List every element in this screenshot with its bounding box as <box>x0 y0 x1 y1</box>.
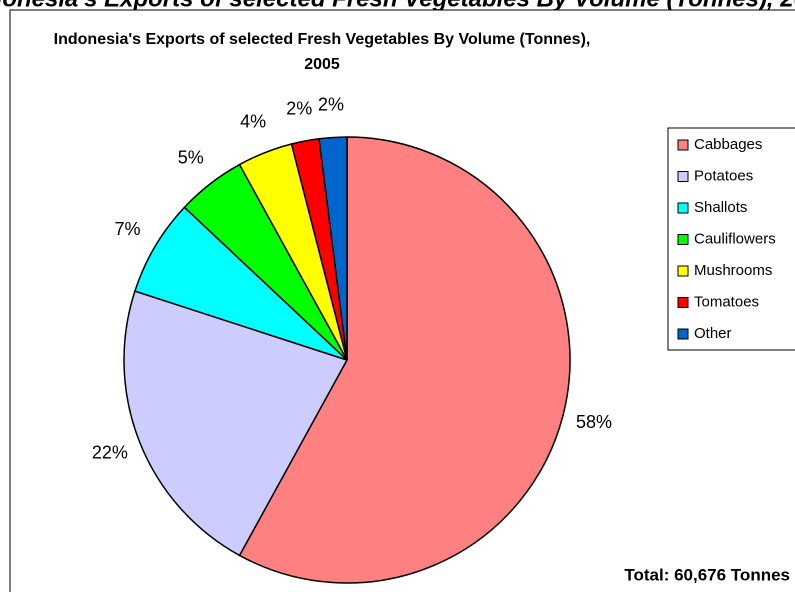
data-label: 22% <box>92 443 128 463</box>
legend-swatch <box>677 202 689 214</box>
data-label: 2% <box>318 94 344 114</box>
legend-label: Tomatoes <box>694 293 759 310</box>
data-label: 7% <box>115 219 141 239</box>
pie-slice <box>123 290 349 557</box>
data-label: 5% <box>178 147 204 167</box>
legend-label: Shallots <box>694 199 747 216</box>
page-header: Indonesia's Exports of selected Fresh Ve… <box>0 0 795 12</box>
legend-label: Potatoes <box>694 167 753 184</box>
data-label: 2% <box>286 98 312 118</box>
legend-swatch <box>677 328 689 340</box>
legend-label: Other <box>694 325 732 342</box>
data-label: 4% <box>240 112 266 132</box>
data-label: 58% <box>576 412 612 432</box>
pie-slice <box>238 136 571 584</box>
legend-swatch <box>677 171 689 182</box>
legend-swatch <box>677 265 689 277</box>
legend-swatch <box>677 234 689 245</box>
legend-box <box>667 127 795 351</box>
chart-title: 2005 <box>304 56 340 73</box>
pie-slice <box>318 136 348 361</box>
legend-label: Mushrooms <box>694 262 772 279</box>
legend-label: Cabbages <box>694 136 762 153</box>
legend-swatch <box>677 139 689 151</box>
legend-label: Cauliflowers <box>694 230 776 247</box>
annotation: Total: 60,676 Tonnes <box>624 565 790 584</box>
chart-title: Indonesia's Exports of selected Fresh Ve… <box>54 31 591 48</box>
legend-swatch <box>677 297 689 308</box>
